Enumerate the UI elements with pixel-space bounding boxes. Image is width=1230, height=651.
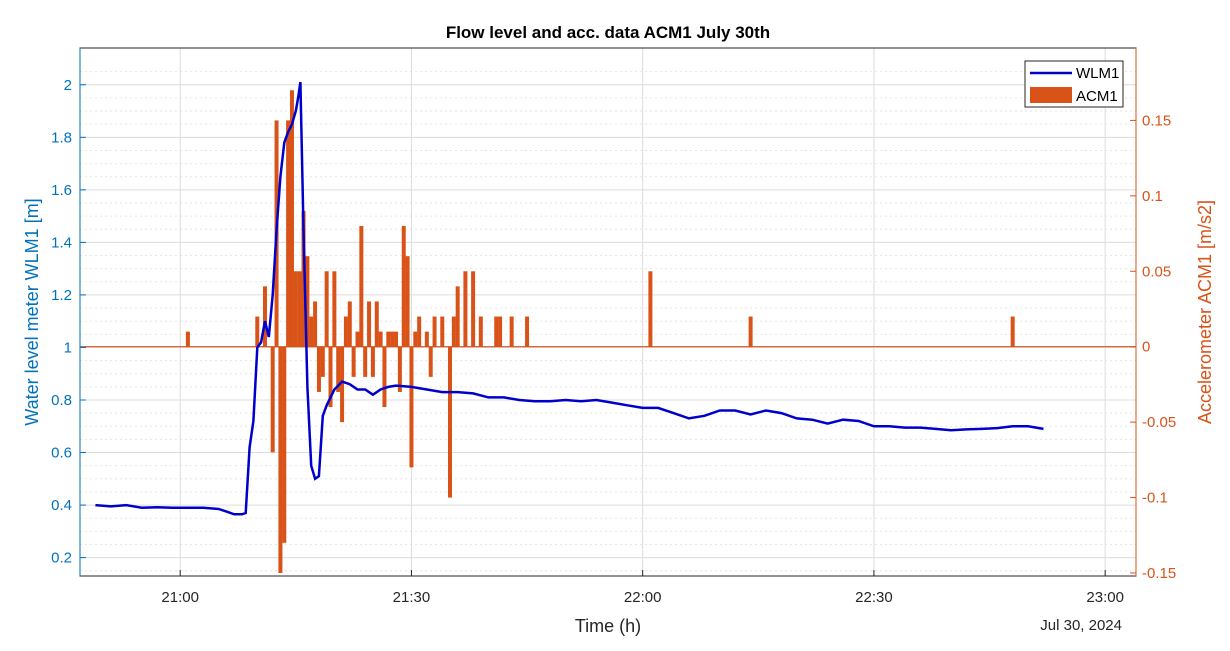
acm1-bar [378,331,383,347]
acm1-bars [185,90,1015,573]
acm1-bar [313,301,318,347]
acm1-bar [525,316,530,347]
acm1-bar [363,346,368,377]
acm1-bar [498,316,503,347]
plot-frame [79,47,1137,577]
left-axis-tick-label: 1.4 [51,234,72,251]
legend-wlm1-label: WLM1 [1076,65,1119,82]
acm1-bar [417,316,422,347]
x-axis-tick-label: 23:00 [1086,589,1124,606]
right-axis-tick-label: -0.1 [1142,490,1168,507]
acm1-bar [270,346,275,453]
acm1-bar [374,301,379,347]
acm1-bar [390,331,395,347]
date-label: Jul 30, 2024 [1040,617,1122,634]
acm1-bar [347,301,352,347]
right-axis-tick-label: 0.05 [1142,263,1171,280]
acm1-bar [293,271,298,347]
legend-acm1-label: ACM1 [1076,88,1118,105]
axes-layer: 0.2 0.4 0.6 0.8 1 1.2 1.4 1.6 1.8 2 21:00 21:30 22:0… [51,48,1176,606]
acm1-bar [382,346,387,408]
left-axis-tick-label: 1.8 [51,129,72,146]
acm1-bar [748,316,753,347]
grid-layer [80,48,1136,576]
acm1-bar [359,226,364,347]
left-axis-tick-label: 1.2 [51,287,72,304]
acm1-bar [424,331,429,347]
acm1-bar [286,120,291,347]
legend: WLM1 ACM1 [1024,60,1124,108]
acm1-bar [451,316,456,347]
acm1-bar [255,316,260,347]
acm1-bar [289,90,294,347]
acm1-bar [185,331,190,347]
left-axis-tick-label: 0.6 [51,445,72,462]
acm1-bar [386,331,391,347]
acm1-bar [432,316,437,347]
acm1-bar [336,346,341,392]
acm1-bar [305,256,310,347]
acm1-bar [509,316,514,347]
right-axis-tick-label: 0.1 [1142,188,1163,205]
acm1-bar [297,271,302,347]
x-axis-tick-label: 21:30 [393,589,431,606]
x-axis-tick-label: 22:30 [855,589,893,606]
acm1-bar [397,346,402,392]
left-axis-tick-label: 1.6 [51,182,72,199]
right-axis-tick-label: -0.15 [1142,565,1176,582]
acm1-bar [394,331,399,347]
acm1-bar [370,346,375,377]
acm1-bar [316,346,321,392]
left-axis-tick-label: 1 [64,339,72,356]
legend-acm1-swatch [1030,87,1072,103]
acm1-bar [401,226,406,347]
acm1-bar [428,346,433,377]
left-axis-tick-label: 0.4 [51,497,72,514]
acm1-bar [405,256,410,347]
acm1-bar [367,301,372,347]
x-axis-label: Time (h) [575,616,641,636]
acm1-bar [282,346,287,543]
acm1-bar [332,271,337,347]
right-axis-tick-label: -0.05 [1142,414,1176,431]
acm1-bar [447,346,452,498]
left-axis-tick-label: 2 [64,77,72,94]
chart-title: Flow level and acc. data ACM1 July 30th [446,23,770,42]
acm1-bar [328,346,333,408]
x-axis-tick-label: 22:00 [624,589,662,606]
acm1-bar [343,316,348,347]
right-axis-label: Accelerometer ACM1 [m/s2] [1195,200,1215,424]
acm1-bar [278,346,283,573]
acm1-bar [455,286,460,347]
acm1-bar [471,271,476,347]
left-axis-label: Water level meter WLM1 [m] [22,198,42,425]
left-axis-tick-label: 0.2 [51,550,72,567]
acm1-bar [1010,316,1015,347]
acm1-bar [355,331,360,347]
acm1-bar [320,346,325,377]
acm1-bar [463,271,468,347]
acm1-bar [309,316,314,347]
right-axis-tick-label: 0 [1142,339,1150,356]
acm1-bar [262,286,267,347]
acm1-bar [340,346,345,423]
acm1-bar [648,271,653,347]
right-axis-tick-label: 0.15 [1142,112,1171,129]
acm1-bar [494,316,499,347]
acm1-bar [351,346,356,377]
wlm1-series-line [95,81,1044,516]
x-axis-tick-label: 21:00 [161,589,199,606]
acm1-bar [409,346,414,468]
acm1-bar [478,316,483,347]
left-axis-tick-label: 0.8 [51,392,72,409]
acm1-bar [440,316,445,347]
acm1-bar [324,271,329,347]
acm1-bar [413,331,418,347]
